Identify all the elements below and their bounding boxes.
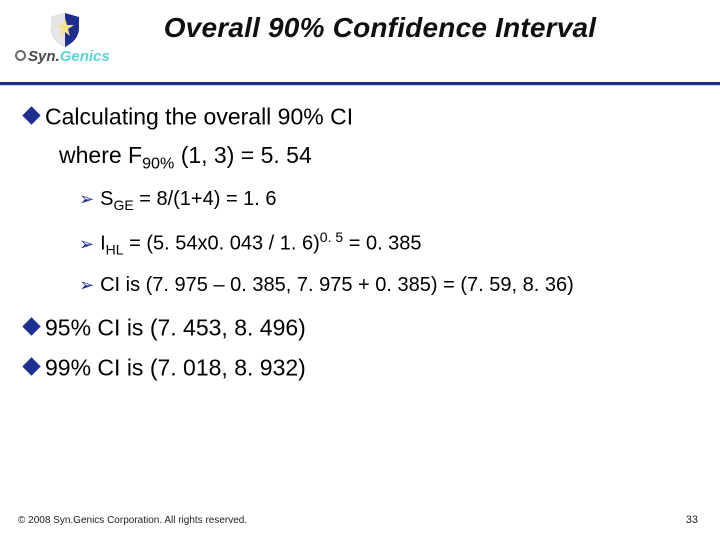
bullet-2: 95% CI is (7. 453, 8. 496) [25,313,695,341]
bullet-3-text: 99% CI is (7. 018, 8. 932) [45,355,306,381]
brand-text: Syn. Genics [15,48,110,65]
diamond-icon [22,357,40,375]
where-line: where F90% (1, 3) = 5. 54 [59,142,695,174]
s2-sup: 0. 5 [320,229,343,245]
slide-title: Overall 90% Confidence Interval [0,12,720,44]
bullet-1-text: Calculating the overall 90% CI [45,103,353,129]
chevron-icon: ➢ [79,275,94,295]
divider [0,82,720,85]
s2-sub: HL [106,242,124,258]
bullet-3: 99% CI is (7. 018, 8. 932) [25,353,695,381]
footer-copyright: © 2008 Syn.Genics Corporation. All right… [18,515,247,526]
chevron-icon: ➢ [79,189,94,209]
diamond-icon [22,317,40,335]
sub-3: ➢ CI is (7. 975 – 0. 385, 7. 975 + 0. 385… [79,274,695,297]
where-sub: 90% [142,155,174,173]
s1-post: = 8/(1+4) = 1. 6 [134,188,277,210]
header: Syn. Genics Overall 90% Confidence Inter… [0,0,720,82]
brand-gen: Genics [60,48,110,65]
s2-post: = 0. 385 [343,233,421,255]
s1-sub: GE [113,197,133,213]
brand-syn: Syn. [28,48,60,65]
s2-mid: = (5. 54x0. 043 / 1. 6) [124,233,320,255]
content: Calculating the overall 90% CI where F90… [25,102,695,394]
chevron-icon: ➢ [79,234,94,254]
ring-icon [15,50,26,61]
bullet-2-text: 95% CI is (7. 453, 8. 496) [45,314,306,340]
diamond-icon [22,106,40,124]
where-post: (1, 3) = 5. 54 [174,142,311,168]
logo: Syn. Genics [15,10,105,65]
bullet-1: Calculating the overall 90% CI [25,102,695,130]
shield-icon [48,12,82,48]
s3-text: CI is (7. 975 – 0. 385, 7. 975 + 0. 385)… [100,274,574,296]
where-pre: where F [59,142,142,168]
sub-2: ➢IHL = (5. 54x0. 043 / 1. 6)0. 5 = 0. 38… [79,229,695,258]
sub-1: ➢ SGE = 8/(1+4) = 1. 6 [79,188,695,213]
page-number: 33 [686,514,698,526]
s1-pre: S [100,188,113,210]
slide: Syn. Genics Overall 90% Confidence Inter… [0,0,720,540]
